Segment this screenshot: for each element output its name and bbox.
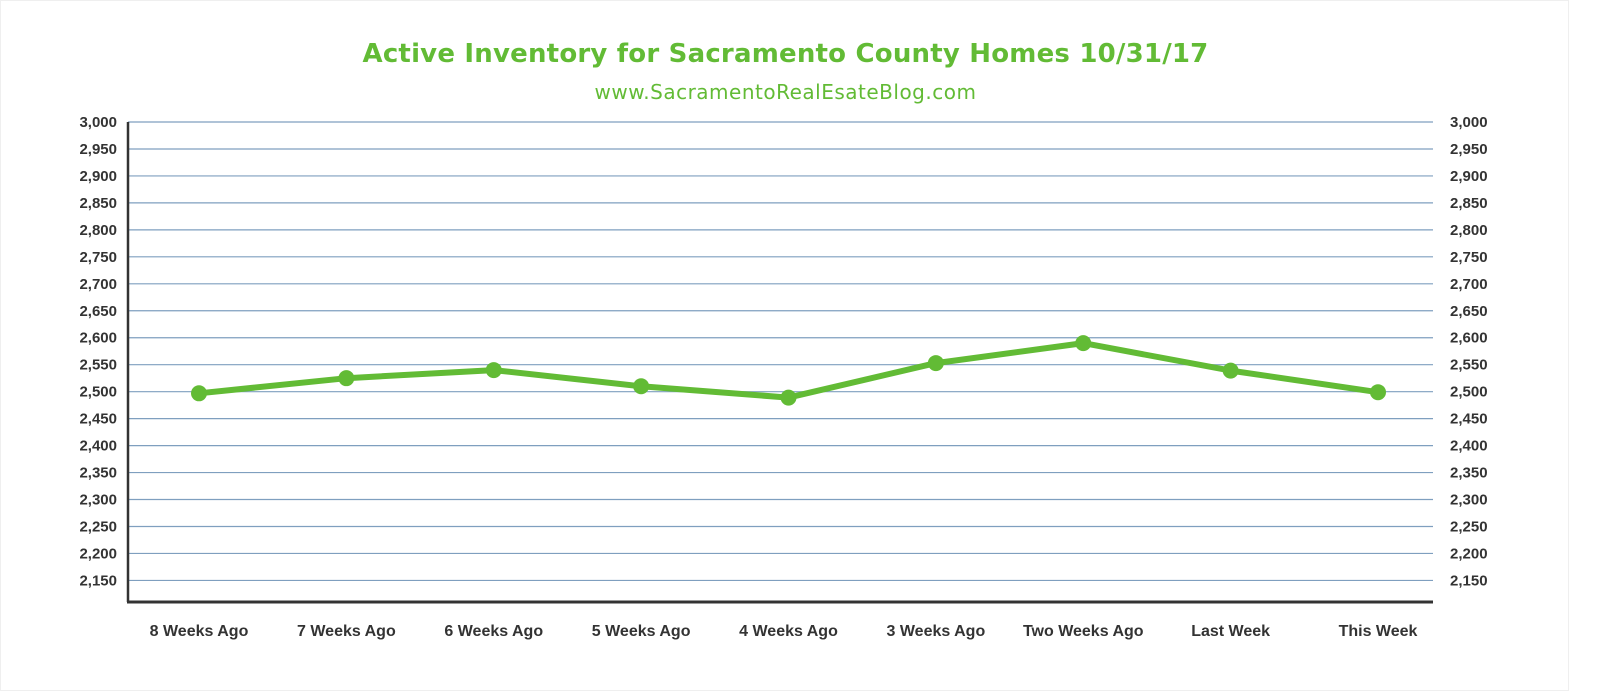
y-tick-label-left: 2,450 bbox=[79, 411, 117, 428]
x-category-label: Last Week bbox=[1191, 623, 1270, 640]
data-point bbox=[780, 389, 797, 406]
y-tick-label-left: 2,900 bbox=[79, 168, 117, 185]
y-tick-label-right: 2,700 bbox=[1450, 276, 1488, 293]
axes bbox=[126, 122, 1433, 604]
series-inventory bbox=[191, 335, 1386, 406]
y-tick-label-left: 2,150 bbox=[79, 572, 117, 589]
data-point bbox=[633, 378, 650, 395]
y-tick-label-right: 2,150 bbox=[1450, 572, 1488, 589]
x-category-label: 8 Weeks Ago bbox=[150, 623, 249, 640]
data-point bbox=[485, 362, 502, 379]
chart-subtitle: www.SacramentoRealEsateBlog.com bbox=[594, 80, 977, 104]
x-category-label: 3 Weeks Ago bbox=[887, 623, 986, 640]
y-tick-label-left: 2,800 bbox=[79, 222, 117, 239]
y-tick-label-right: 2,800 bbox=[1450, 222, 1488, 239]
line-chart: 3,000 2,950 2,900 2,850 2,800 2,750 2,700 2,650… bbox=[79, 114, 1488, 640]
y-tick-label-right: 2,600 bbox=[1450, 330, 1488, 347]
right-y-axis-labels: 3,000 2,950 2,900 2,850 2,800 2,750 2,700 2,650… bbox=[1450, 114, 1488, 589]
y-tick-label-right: 2,300 bbox=[1450, 492, 1488, 509]
x-category-label: 6 Weeks Ago bbox=[444, 623, 543, 640]
y-tick-label-right: 2,750 bbox=[1450, 249, 1488, 266]
y-tick-label-right: 2,400 bbox=[1450, 438, 1488, 455]
data-point bbox=[338, 370, 355, 387]
y-tick-label-right: 2,200 bbox=[1450, 545, 1488, 562]
y-tick-label-right: 2,650 bbox=[1450, 303, 1488, 320]
y-tick-label-left: 2,750 bbox=[79, 249, 117, 266]
y-tick-label-right: 3,000 bbox=[1450, 114, 1488, 131]
y-tick-label-left: 2,850 bbox=[79, 195, 117, 212]
y-tick-label-left: 2,400 bbox=[79, 438, 117, 455]
chart-frame: Active Inventory for Sacramento County H… bbox=[0, 0, 1569, 691]
gridlines bbox=[128, 121, 1433, 582]
y-tick-label-right: 2,950 bbox=[1450, 141, 1488, 158]
data-point bbox=[1075, 335, 1092, 352]
y-tick-label-left: 2,700 bbox=[79, 276, 117, 293]
y-tick-label-left: 2,950 bbox=[79, 141, 117, 158]
y-tick-label-right: 2,550 bbox=[1450, 357, 1488, 374]
y-tick-label-right: 2,900 bbox=[1450, 168, 1488, 185]
data-point bbox=[191, 385, 207, 402]
y-tick-label-left: 2,550 bbox=[79, 357, 117, 374]
y-tick-label-left: 2,300 bbox=[79, 492, 117, 509]
y-tick-label-right: 2,250 bbox=[1450, 518, 1488, 535]
y-tick-label-left: 2,650 bbox=[79, 303, 117, 320]
x-axis-labels: 8 Weeks Ago 7 Weeks Ago 6 Weeks Ago 5 Weeks… bbox=[150, 623, 1418, 640]
y-tick-label-right: 2,850 bbox=[1450, 195, 1488, 212]
x-category-label: 5 Weeks Ago bbox=[592, 623, 691, 640]
data-point bbox=[1222, 362, 1239, 379]
data-point bbox=[927, 355, 944, 372]
series-line bbox=[196, 340, 1381, 401]
y-tick-label-right: 2,450 bbox=[1450, 411, 1488, 428]
y-tick-label-left: 2,500 bbox=[79, 384, 117, 401]
y-tick-label-right: 2,350 bbox=[1450, 465, 1488, 482]
y-tick-label-left: 2,200 bbox=[79, 545, 117, 562]
y-tick-label-right: 2,500 bbox=[1450, 384, 1488, 401]
y-tick-label-left: 2,600 bbox=[79, 330, 117, 347]
y-tick-label-left: 2,350 bbox=[79, 465, 117, 482]
x-category-label: 4 Weeks Ago bbox=[739, 623, 838, 640]
chart-title: Active Inventory for Sacramento County H… bbox=[362, 39, 1209, 69]
y-tick-label-left: 3,000 bbox=[79, 114, 117, 131]
data-point bbox=[1370, 384, 1386, 401]
x-category-label: This Week bbox=[1339, 623, 1418, 640]
x-category-label: Two Weeks Ago bbox=[1023, 623, 1144, 640]
x-category-label: 7 Weeks Ago bbox=[297, 623, 396, 640]
left-y-axis-labels: 3,000 2,950 2,900 2,850 2,800 2,750 2,700 2,650… bbox=[79, 114, 117, 589]
y-tick-label-left: 2,250 bbox=[79, 518, 117, 535]
